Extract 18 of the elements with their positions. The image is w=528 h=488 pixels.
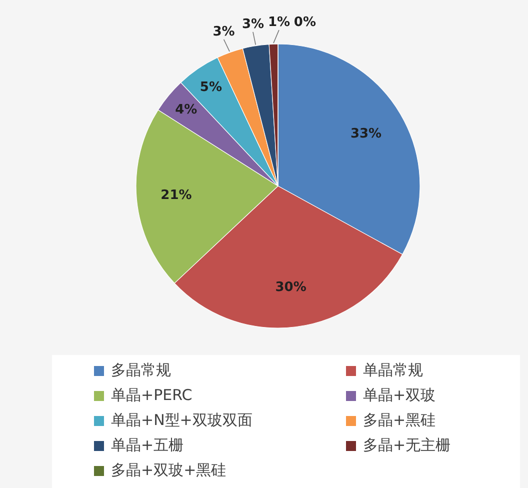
- data-label: 30%: [275, 280, 306, 295]
- legend-label: 多晶+双玻+黑硅: [111, 461, 226, 480]
- data-label: 3%: [242, 16, 264, 32]
- text: 0%: [294, 15, 316, 30]
- legend-label: 多晶常规: [111, 361, 171, 380]
- data-label: 4%: [175, 102, 198, 118]
- data-label: 3%: [212, 24, 235, 40]
- data-label: 1%: [268, 15, 290, 30]
- data-label: 5%: [200, 80, 222, 95]
- legend-label: 单晶+双玻: [363, 386, 436, 404]
- legend-label: 单晶常规: [363, 361, 423, 380]
- legend-label: 单晶+N型+双玻双面: [111, 411, 252, 430]
- legend-label: 多晶+黑硅: [363, 411, 436, 430]
- data-label: 33%: [350, 126, 382, 142]
- legend-label: 多晶+无主栅: [363, 436, 451, 454]
- legend-label: 单晶+PERC: [111, 386, 192, 404]
- data-label: 21%: [160, 188, 192, 204]
- legend-label: 单晶+五栅: [111, 436, 184, 454]
